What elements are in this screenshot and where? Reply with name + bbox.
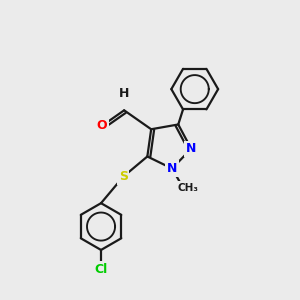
Text: O: O xyxy=(97,119,107,132)
Text: N: N xyxy=(167,162,177,175)
Text: Cl: Cl xyxy=(94,263,108,276)
Text: N: N xyxy=(186,142,196,155)
Text: CH₃: CH₃ xyxy=(177,183,198,193)
Text: S: S xyxy=(119,170,128,183)
Text: H: H xyxy=(119,87,129,100)
